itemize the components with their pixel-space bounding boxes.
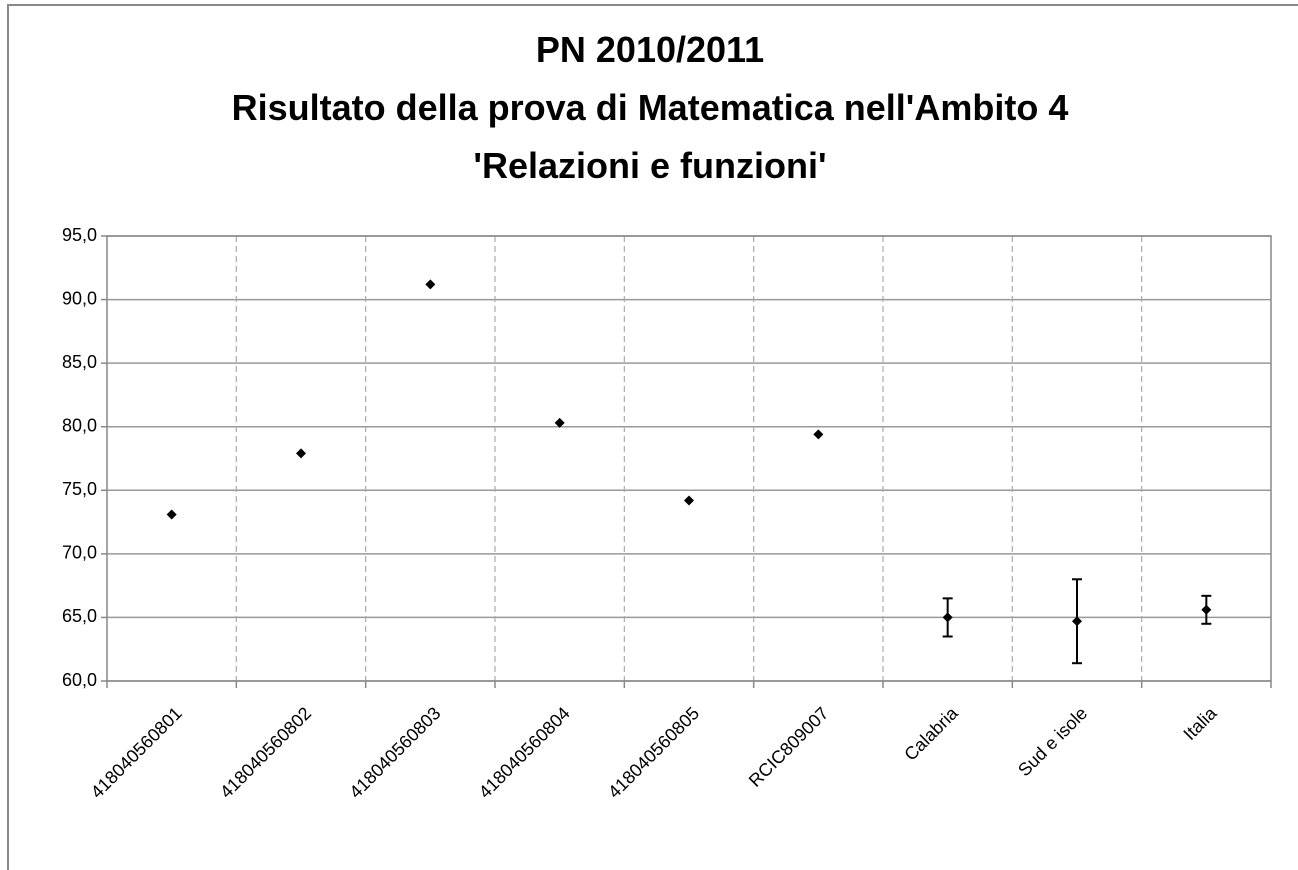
y-tick-label: 95,0 (62, 225, 97, 245)
y-tick-label: 85,0 (62, 352, 97, 372)
x-tick-label: Italia (1179, 702, 1221, 744)
y-tick-label: 90,0 (62, 288, 97, 308)
y-tick-label: 75,0 (62, 479, 97, 499)
x-tick-label: Sud e isole (1014, 703, 1091, 780)
x-tick-label: 418040560802 (216, 703, 315, 802)
marker (942, 612, 953, 623)
plot-area (106, 235, 1272, 682)
marker (1072, 616, 1082, 627)
chart-title: PN 2010/2011 (536, 29, 764, 70)
y-tick-label: 80,0 (62, 415, 97, 435)
x-tick-label: RCIC809007 (745, 703, 833, 791)
marker (554, 417, 565, 428)
marker (166, 509, 177, 520)
marker (296, 448, 306, 459)
marker (684, 495, 694, 506)
chart-frame (7, 4, 1298, 870)
x-tick-label: 418040560804 (475, 703, 574, 802)
chart-title: 'Relazioni e funzioni' (473, 145, 826, 186)
y-tick-label: 65,0 (62, 606, 97, 626)
x-tick-label: Calabria (900, 702, 962, 764)
marker (813, 429, 824, 440)
x-tick-label: 418040560805 (604, 703, 703, 802)
x-tick-label: 418040560801 (87, 703, 186, 802)
chart-title: Risultato della prova di Matematica nell… (232, 87, 1069, 128)
y-tick-label: 70,0 (62, 543, 97, 563)
x-tick-label: 418040560803 (345, 703, 444, 802)
marker (425, 279, 436, 290)
marker (1201, 604, 1212, 615)
y-tick-label: 60,0 (62, 670, 97, 690)
